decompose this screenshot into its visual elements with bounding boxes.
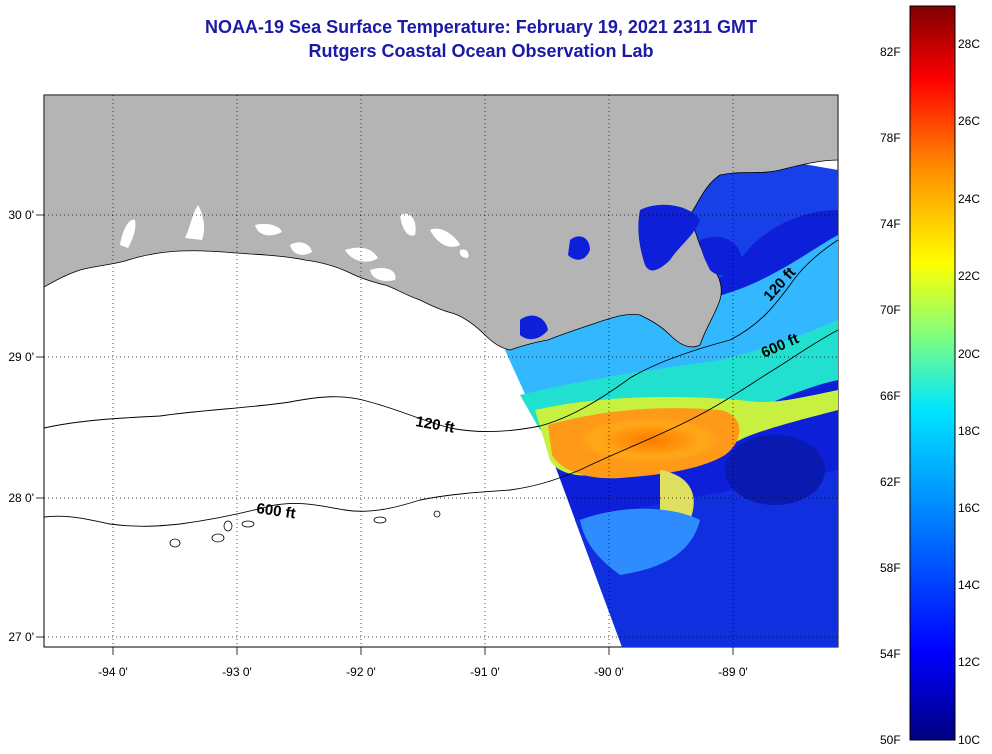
cb-label-26c: 26C	[958, 114, 980, 128]
colorbar	[909, 5, 956, 741]
cb-label-16c: 16C	[958, 501, 980, 515]
inland-water	[120, 205, 469, 281]
lat-label-30: 30 0'	[8, 208, 34, 222]
lon-label-94: -94 0'	[98, 665, 128, 679]
cb-label-22c: 22C	[958, 269, 980, 283]
cb-label-54f: 54F	[880, 647, 901, 661]
isobath-600ft	[44, 329, 838, 527]
cb-label-10c: 10C	[958, 733, 980, 747]
cb-label-78f: 78F	[880, 131, 901, 145]
cb-label-74f: 74F	[880, 217, 901, 231]
cb-label-24c: 24C	[958, 192, 980, 206]
land-mass	[44, 95, 838, 351]
axis-ticks	[36, 214, 734, 655]
cb-label-18c: 18C	[958, 424, 980, 438]
cb-label-50f: 50F	[880, 733, 901, 747]
lat-label-27: 27 0'	[8, 630, 34, 644]
cb-label-20c: 20C	[958, 347, 980, 361]
contour-label-600ft-west: 600 ft	[255, 500, 296, 522]
lon-label-91: -91 0'	[470, 665, 500, 679]
lat-label-28: 28 0'	[8, 491, 34, 505]
shelf-islets	[169, 510, 441, 548]
cb-label-12c: 12C	[958, 655, 980, 669]
lon-label-92: -92 0'	[346, 665, 376, 679]
graticule	[44, 95, 838, 647]
isobath-120ft	[44, 239, 838, 433]
cb-label-14c: 14C	[958, 578, 980, 592]
lon-label-93: -93 0'	[222, 665, 252, 679]
cb-label-62f: 62F	[880, 475, 901, 489]
lon-label-89: -89 0'	[718, 665, 748, 679]
lat-label-29: 29 0'	[8, 350, 34, 364]
cb-label-28c: 28C	[958, 37, 980, 51]
lon-label-90: -90 0'	[594, 665, 624, 679]
delta-water	[520, 204, 742, 340]
cb-label-58f: 58F	[880, 561, 901, 575]
cb-label-82f: 82F	[880, 45, 901, 59]
cb-label-70f: 70F	[880, 303, 901, 317]
cb-label-66f: 66F	[880, 389, 901, 403]
contour-label-120ft-west: 120 ft	[414, 413, 456, 437]
map-title: NOAA-19 Sea Surface Temperature: Februar…	[205, 17, 757, 37]
map-subtitle: Rutgers Coastal Ocean Observation Lab	[308, 41, 654, 61]
